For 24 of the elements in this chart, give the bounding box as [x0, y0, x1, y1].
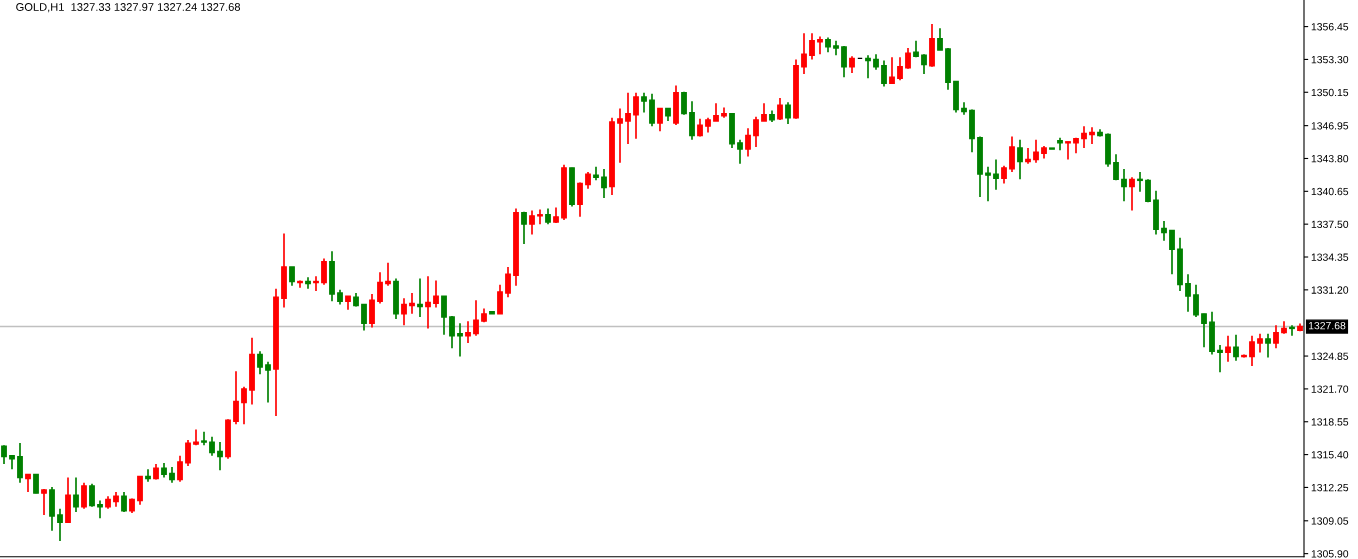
- y-tick-label: 1305.90: [1311, 550, 1349, 558]
- candlestick: [489, 310, 495, 315]
- y-tick-label: 1353.30: [1311, 55, 1349, 64]
- y-tick-label: 1334.35: [1311, 253, 1349, 261]
- y-tick-label: 1343.80: [1311, 154, 1349, 163]
- candlestick: [1065, 140, 1071, 161]
- candlestick: [537, 208, 543, 226]
- y-tick-label: 1324.85: [1311, 352, 1349, 360]
- y-tick-label: 1356.45: [1311, 23, 1349, 31]
- y-tick-label: 1312.25: [1311, 483, 1349, 492]
- y-tick-label: 1340.65: [1311, 187, 1349, 196]
- candlestick: [201, 430, 207, 447]
- y-tick-label: 1309.05: [1311, 517, 1349, 525]
- candlestick: [1049, 147, 1055, 150]
- ref-line-label: 1327.68: [1308, 321, 1346, 330]
- y-tick-label: 1337.50: [1311, 220, 1349, 229]
- y-tick-label: 1321.70: [1311, 385, 1349, 393]
- y-tick-label: 1346.95: [1311, 122, 1349, 130]
- y-tick-label: 1350.15: [1311, 88, 1349, 97]
- y-tick-label: 1315.40: [1311, 451, 1349, 459]
- chart-title: GOLD,H1 1327.33 1327.97 1327.24 1327.68: [16, 3, 241, 13]
- y-tick-label: 1331.20: [1311, 286, 1349, 294]
- candlestick: [33, 473, 39, 494]
- y-tick-label: 1318.55: [1311, 418, 1349, 426]
